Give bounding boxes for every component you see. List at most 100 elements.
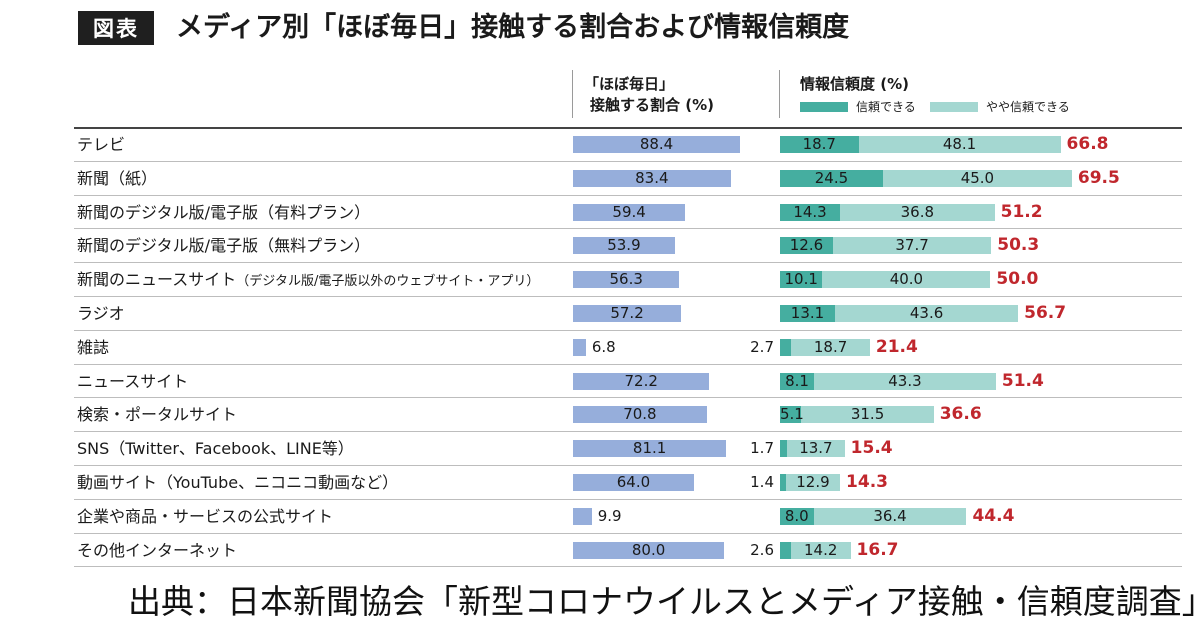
chart-row: テレビ 88.4 18.7 48.1 66.8 [74,128,1182,162]
somewhat-trust-bar [801,406,934,424]
contact-column-heading-line2: 接触する割合 (%) [590,96,714,114]
trust-total-label: 66.8 [1066,134,1109,154]
legend-swatch-somewhat [930,102,978,112]
column-divider [779,70,780,118]
trust-bar [780,304,836,322]
contact-value-label: 64.0 [616,472,651,491]
somewhat-value-label: 14.2 [804,540,838,559]
somewhat-value-label: 40.0 [889,270,924,289]
trust-bar [780,507,814,525]
trust-value-label: 2.7 [750,337,774,356]
contact-bar [573,541,725,559]
contact-value-label: 88.4 [639,135,674,153]
contact-value-label: 57.2 [610,303,644,322]
trust-column-heading: 情報信頼度 (%) [800,75,909,93]
contact-bar [573,338,586,356]
contact-value-label: 9.9 [597,506,622,525]
somewhat-trust-bar [785,473,841,491]
trust-value-label: 1.4 [750,472,774,491]
contact-bar [573,203,686,221]
trust-value-label: 8.0 [784,506,809,525]
trust-total-label: 56.7 [1024,302,1067,323]
legend-label-trust: 信頼できる [856,100,916,114]
contact-bar [573,372,710,390]
row-label: 検索・ポータルサイト [77,398,237,431]
row-label-main: その他インターネット [77,540,238,560]
contact-bar [573,271,680,289]
legend-item-somewhat: やや信頼できる [930,100,1070,114]
contact-value-label: 70.8 [623,405,657,424]
contact-value-label: 72.2 [624,371,658,390]
row-label-main: テレビ [77,135,126,154]
trust-total-label: 14.3 [846,471,888,492]
contact-value-label: 6.8 [591,337,616,356]
legend-label-somewhat: やや信頼できる [986,100,1070,114]
contact-value-label: 59.4 [612,202,646,221]
trust-total-label: 36.6 [939,404,982,425]
row-label-main: 雑誌 [77,337,110,357]
somewhat-trust-bar [790,541,851,559]
row-label: 新聞のニュースサイト（デジタル版/電子版以外のウェブサイト・アプリ） [77,263,539,298]
chart-row: 検索・ポータルサイト 70.8 5.1 31.5 36.6 [74,398,1182,433]
chart-row: 企業や商品・サービスの公式サイト 9.9 8.0 36.4 44.4 [74,500,1182,534]
somewhat-value-label: 36.4 [873,506,907,525]
trust-value-label: 18.7 [802,135,836,153]
chart-row: 新聞のニュースサイト（デジタル版/電子版以外のウェブサイト・アプリ） 56.3 10… [74,263,1182,297]
trust-value-label: 13.1 [790,303,825,322]
somewhat-trust-bar [822,271,991,289]
trust-bar [780,169,883,187]
somewhat-value-label: 36.8 [900,202,935,221]
trust-bar [780,338,792,356]
row-label-main: 新聞のニュースサイト [77,270,237,290]
column-divider [572,70,573,118]
row-label: 新聞のデジタル版/電子版（無料プラン） [77,229,370,262]
chart-row: 動画サイト（YouTube、ニコニコ動画など） 64.0 1.4 12.9 14.3 [74,466,1182,500]
trust-value-label: 2.6 [750,540,774,559]
trust-bar [780,136,859,153]
contact-bar [573,169,731,187]
somewhat-value-label: 18.7 [813,337,848,356]
trust-total-label: 15.4 [850,438,893,459]
contact-bar [573,304,682,322]
somewhat-trust-bar [791,338,870,356]
contact-column-heading-line1: 「ほぼ毎日」 [584,75,675,93]
legend-swatch-trust [800,102,848,112]
somewhat-value-label: 37.7 [895,236,929,255]
row-label: 新聞（紙） [77,162,157,195]
row-label-main: ラジオ [77,303,125,323]
contact-bar [573,473,694,491]
trust-total-label: 44.4 [972,505,1015,526]
row-label-main: 新聞のデジタル版/電子版（有料プラン） [77,202,371,222]
trust-bar [780,203,841,221]
row-label: 雑誌 [77,331,109,364]
contact-value-label: 80.0 [631,540,666,559]
row-label-sub: （デジタル版/電子版以外のウェブサイト・アプリ） [236,274,540,290]
row-label-main: 新聞のデジタル版/電子版（無料プラン） [77,236,371,256]
chart-header: 図表 メディア別「ほぼ毎日」接触する割合および情報信頼度 [78,9,1178,47]
trust-bar [780,541,791,559]
trust-total-label: 21.4 [875,336,918,357]
row-label: ニュースサイト [77,365,188,398]
chart-rows: テレビ 88.4 18.7 48.1 66.8 新聞（紙） 83.4 24.5 45.0 69.5… [74,128,1182,568]
contact-bar [573,237,675,255]
somewhat-trust-bar [813,507,967,525]
somewhat-trust-bar [858,136,1061,153]
chart-row: ニュースサイト 72.2 8.1 43.3 51.4 [74,365,1182,399]
trust-value-label: 14.3 [793,202,827,221]
trust-bar [780,271,823,289]
trust-total-label: 16.7 [856,539,899,560]
somewhat-value-label: 13.7 [799,439,833,458]
trust-value-label: 24.5 [814,168,849,187]
somewhat-value-label: 43.3 [888,371,922,390]
somewhat-value-label: 12.9 [796,472,830,491]
chart-title: メディア別「ほぼ毎日」接触する割合および情報信頼度 [176,12,850,43]
table-top-rule [74,127,1182,129]
trust-bar [780,473,786,491]
legend-item-trust: 信頼できる [800,100,916,114]
row-label: 企業や商品・サービスの公式サイト [77,500,333,533]
row-label-main: 検索・ポータルサイト [77,405,238,425]
somewhat-trust-bar [835,304,1019,322]
chart-row: 新聞のデジタル版/電子版（無料プラン） 53.9 12.6 37.7 50.3 [74,229,1182,264]
contact-bar [573,406,707,424]
chart-row: 雑誌 6.8 2.7 18.7 21.4 [74,331,1182,365]
